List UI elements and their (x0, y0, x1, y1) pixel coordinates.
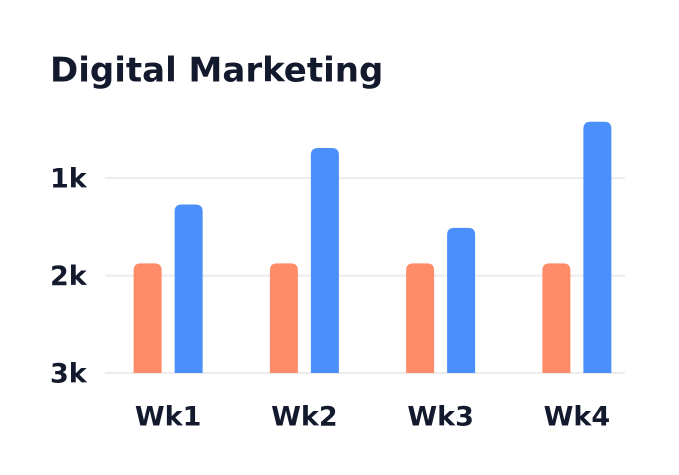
x-tick-label: Wk4 (544, 402, 611, 433)
x-tick-label: Wk1 (135, 402, 202, 433)
y-tick-label: 2k (50, 261, 88, 292)
bar (174, 204, 203, 373)
bar (542, 263, 571, 373)
y-tick-label: 1k (50, 164, 88, 195)
x-tick-label: Wk3 (407, 402, 474, 433)
x-tick-label: Wk2 (271, 402, 338, 433)
bar (310, 147, 339, 373)
bar (133, 263, 162, 373)
bar (583, 121, 612, 373)
chart-title: Digital Marketing (50, 51, 383, 91)
bar (447, 227, 476, 373)
bar (269, 263, 298, 373)
y-tick-label: 3k (50, 359, 88, 390)
bar (406, 263, 435, 373)
